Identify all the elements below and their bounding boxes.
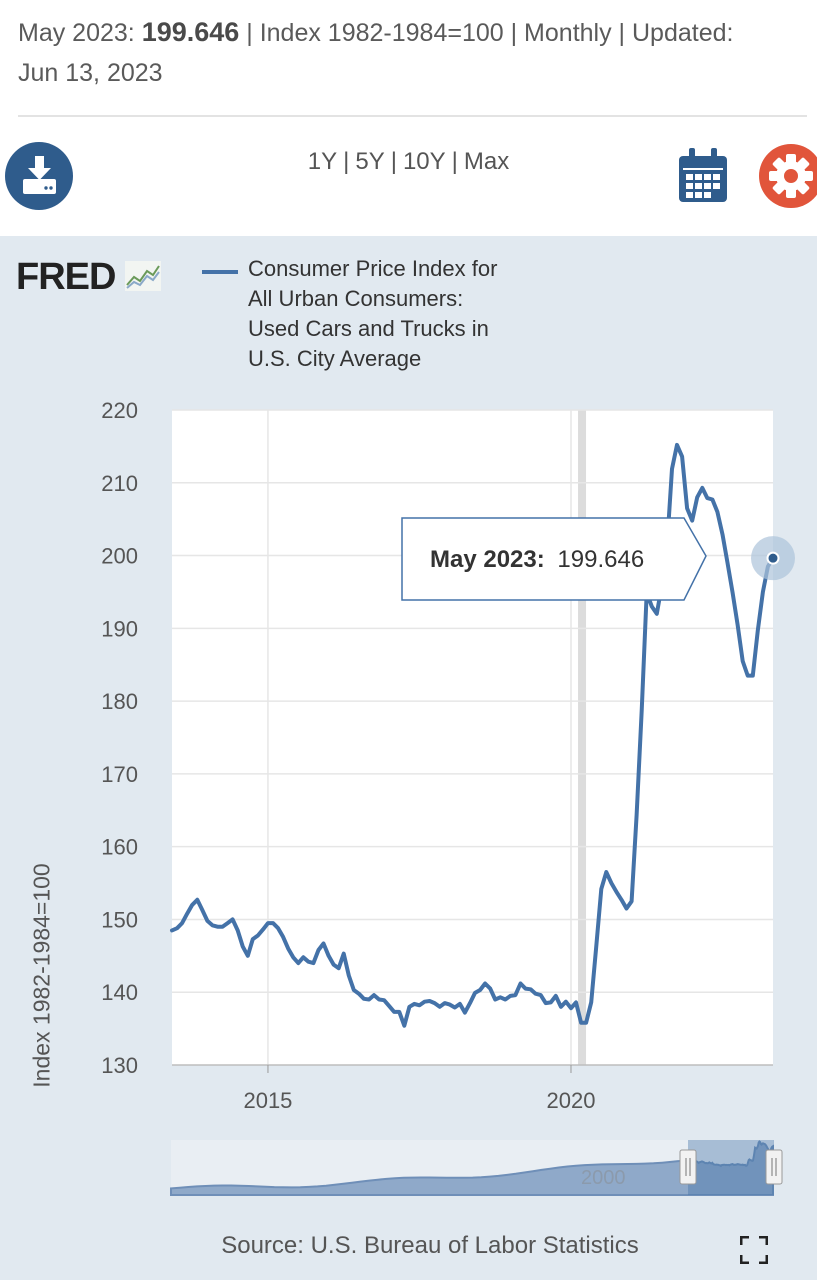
toolbar: 1Y | 5Y | 10Y | Max <box>0 130 817 230</box>
recession-shading <box>578 410 587 1065</box>
y-tick-label: 190 <box>101 616 138 641</box>
range-10y[interactable]: 10Y <box>402 148 446 175</box>
navigator-window <box>688 1140 774 1195</box>
header-period: May 2023: <box>18 19 135 47</box>
range-1y[interactable]: 1Y <box>307 148 338 175</box>
tooltip: May 2023: 199.646 <box>401 517 707 601</box>
settings-button[interactable] <box>759 142 817 210</box>
plot-area <box>172 410 773 1065</box>
fred-logo[interactable]: FRED <box>16 256 162 299</box>
legend-swatch <box>202 270 238 274</box>
calendar-button[interactable] <box>679 148 727 204</box>
y-tick-label: 170 <box>101 762 138 787</box>
calendar-icon <box>679 148 727 202</box>
legend-line-2: All Urban Consumers: <box>248 286 464 311</box>
fred-logo-text: FRED <box>16 256 116 298</box>
x-axis-ticks: 2015 2020 <box>243 1065 595 1113</box>
header-updated: Jun 13, 2023 <box>18 59 163 87</box>
hover-point <box>766 551 780 565</box>
y-axis-ticks: 130 140 150 160 170 180 190 200 210 220 <box>101 398 138 1078</box>
y-tick-label: 220 <box>101 398 138 423</box>
x-tick-label: 2015 <box>243 1088 292 1113</box>
download-icon <box>23 156 56 194</box>
y-tick-label: 160 <box>101 835 138 860</box>
range-max[interactable]: Max <box>463 148 510 175</box>
recession-band <box>578 410 587 1065</box>
range-selector: 1Y | 5Y | 10Y | Max <box>0 148 817 176</box>
range-separator: | <box>390 148 397 175</box>
header-meta: | Index 1982-1984=100 | Monthly | Update… <box>246 19 734 47</box>
legend-label: Consumer Price Index for All Urban Consu… <box>248 254 548 374</box>
navigator-year-label: 2000 <box>581 1167 626 1189</box>
svg-text:May 2023: 199.646: May 2023: 199.646 <box>430 546 644 573</box>
y-tick-label: 180 <box>101 689 138 714</box>
y-tick-label: 140 <box>101 980 138 1005</box>
range-navigator: 2000 <box>170 1140 783 1196</box>
header-value: 199.646 <box>141 17 240 47</box>
fullscreen-icon[interactable] <box>740 1236 768 1264</box>
download-button[interactable] <box>5 142 73 210</box>
legend-line-4: U.S. City Average <box>248 346 422 371</box>
series-line <box>170 442 775 1028</box>
chart-panel: FRED Consumer Price Index for All Urban … <box>0 236 817 1280</box>
y-tick-label: 200 <box>101 544 138 569</box>
series-header: May 2023: 199.646 | Index 1982-1984=100 … <box>18 12 798 93</box>
navigator-series <box>170 1140 774 1196</box>
gear-icon <box>759 144 817 208</box>
navigator-handle-left <box>679 1149 697 1185</box>
legend-line-1: Consumer Price Index for <box>248 256 498 281</box>
legend-line-3: Used Cars and Trucks in <box>248 316 489 341</box>
source-note: Source: U.S. Bureau of Labor Statistics <box>221 1232 639 1259</box>
fred-trend-icon <box>125 261 162 291</box>
y-tick-label: 210 <box>101 471 138 496</box>
range-5y[interactable]: 5Y <box>355 148 385 175</box>
tooltip-label: May 2023: <box>430 546 545 573</box>
range-separator: | <box>343 148 350 175</box>
y-tick-label: 150 <box>101 907 138 932</box>
y-tick-label: 130 <box>101 1053 138 1078</box>
navigator-handle-right <box>765 1149 783 1185</box>
tooltip-value: 199.646 <box>557 546 644 573</box>
x-tick-label: 2020 <box>547 1088 596 1113</box>
range-separator: | <box>451 148 458 175</box>
header-divider <box>18 115 807 117</box>
